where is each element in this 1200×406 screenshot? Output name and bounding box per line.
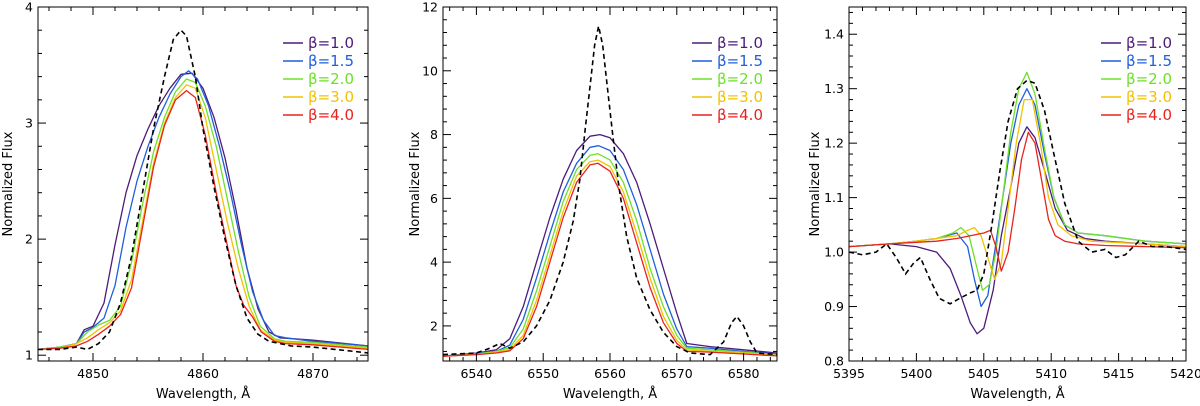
y-tick-label: 4 [430,255,438,270]
observed-line [443,25,777,356]
legend-label: β=4.0 [717,106,763,124]
y-tick-label: 12 [422,0,438,15]
legend-label: β=1.5 [717,52,763,70]
y-tick-label: 0.9 [824,299,844,314]
x-tick-label: 4870 [297,366,329,381]
y-tick-label: 1.4 [824,27,844,42]
x-tick-label: 6580 [728,366,760,381]
y-axis-title: Normalized Flux [408,131,423,236]
series-line-β=2.0 [443,153,777,357]
legend-label: β=1.5 [308,52,354,70]
series-line-β=1.5 [443,145,777,357]
legend-label: β=2.0 [308,70,354,88]
x-axis-title: Wavelength, Å [156,386,250,402]
observed-line [38,28,368,354]
legend-label: β=2.0 [717,70,763,88]
x-tick-label: 6550 [527,366,559,381]
legend-label: β=2.0 [1126,70,1172,88]
y-tick-label: 4 [25,0,33,15]
x-axis-title: Wavelength, Å [563,386,657,402]
chart-panel-1: 4850 4860 4870 1 2 3 4 Wavelength, Å Normalized … [1,0,369,402]
y-axis-title: Normalized Flux [808,131,823,236]
legend-label: β=4.0 [308,106,354,124]
x-tick-label: 5405 [968,366,1000,381]
series-line-β=3.0 [443,159,777,357]
y-tick-label: 2 [430,318,438,333]
series-line-β=1.0 [443,133,777,357]
series-line-β=4.0 [38,89,368,351]
y-tick-label: 1.3 [824,81,844,96]
legend-label: β=3.0 [308,88,354,106]
series-line-β=4.0 [849,131,1186,272]
y-tick-label: 1 [25,348,33,363]
x-tick-label: 5395 [833,366,865,381]
series-line-β=2.0 [38,78,368,351]
y-tick-label: 0.8 [824,354,844,369]
x-tick-label: 4860 [187,366,219,381]
y-tick-label: 1.0 [824,245,844,260]
x-tick-label: 5420 [1170,366,1200,381]
chart-panel-3: 5395 5400 5405 5410 5415 5420 0.8 0.9 1.0 1.1 1.2 1… [808,6,1200,402]
chart-panel-2: 6540 6550 6560 6570 6580 2 4 6 8 10 12 Wavelength, … [408,0,778,402]
x-tick-label: 5415 [1103,366,1135,381]
series-line-β=3.0 [849,98,1186,280]
legend-label: β=1.0 [308,34,354,52]
x-tick-label: 5400 [900,366,932,381]
legend-label: β=1.5 [1126,52,1172,70]
observed-line [849,79,1186,305]
y-axis-title: Normalized Flux [1,131,16,236]
y-tick-label: 6 [430,191,438,206]
x-tick-label: 5410 [1035,366,1067,381]
y-tick-label: 8 [430,127,438,142]
series-line-β=4.0 [443,162,777,357]
y-tick-label: 1.2 [824,136,844,151]
series-line-β=2.0 [849,71,1186,291]
legend-label: β=1.0 [717,34,763,52]
legend-label: β=4.0 [1126,106,1172,124]
x-tick-label: 4850 [77,366,109,381]
x-tick-label: 6570 [661,366,693,381]
y-tick-label: 3 [25,116,33,131]
x-tick-label: 6560 [594,366,626,381]
series-line-β=1.5 [38,70,368,351]
series-line-β=3.0 [38,84,368,351]
y-tick-label: 10 [422,63,438,78]
y-tick-label: 1.1 [824,190,844,205]
plot-frame [848,6,1187,362]
series-line-β=1.0 [849,126,1186,335]
legend-label: β=3.0 [717,88,763,106]
x-tick-label: 6540 [460,366,492,381]
y-tick-label: 2 [25,232,33,247]
legend-label: β=1.0 [1126,34,1172,52]
x-axis-title: Wavelength, Å [970,386,1064,402]
legend-label: β=3.0 [1126,88,1172,106]
series-line-β=1.0 [38,72,368,351]
